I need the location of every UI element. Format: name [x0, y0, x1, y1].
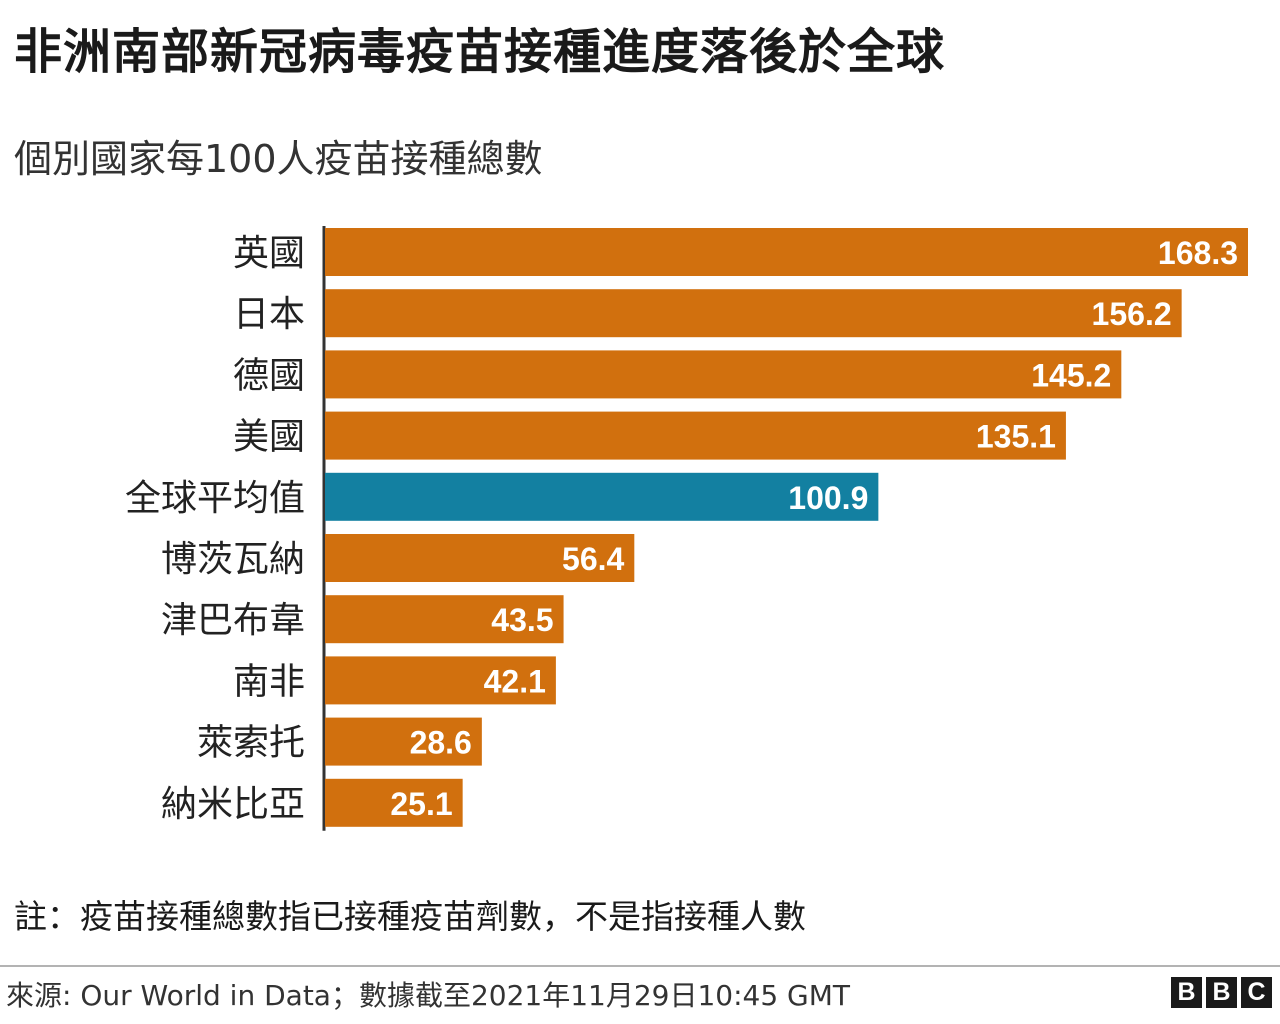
bar — [325, 228, 1248, 276]
category-label: 英國 — [233, 233, 305, 274]
bar — [325, 289, 1182, 338]
chart-note: 註：疫苗接種總數指已接種疫苗劑數，不是指接種人數 — [14, 897, 806, 936]
value-label: 42.1 — [484, 663, 546, 699]
source-text: 來源: Our World in Data；數據截至2021年11月29日10:… — [6, 979, 851, 1012]
category-label: 美國 — [233, 417, 305, 458]
bar — [325, 411, 1066, 460]
bbc-logo-block: C — [1241, 977, 1272, 1008]
bar — [325, 778, 463, 827]
bar — [325, 534, 635, 582]
bbc-logo-block: B — [1171, 977, 1202, 1008]
bar — [325, 350, 1122, 399]
category-label: 納米比亞 — [161, 784, 305, 825]
bbc-logo-block: B — [1206, 977, 1237, 1008]
value-label: 100.9 — [788, 480, 868, 516]
category-label: 津巴布韋 — [161, 600, 305, 641]
value-label: 168.3 — [1158, 235, 1238, 271]
category-label: 日本 — [233, 294, 305, 335]
category-label: 南非 — [233, 661, 305, 702]
bbc-logo: B B C — [1171, 977, 1272, 1008]
bar — [325, 656, 556, 705]
value-label: 28.6 — [410, 725, 472, 761]
value-label: 43.5 — [491, 602, 553, 638]
category-label: 萊索托 — [197, 723, 305, 764]
value-label: 145.2 — [1031, 357, 1111, 393]
category-label: 德國 — [233, 355, 305, 396]
bar — [325, 595, 564, 644]
value-label: 135.1 — [976, 419, 1056, 455]
category-label: 全球平均值 — [125, 478, 305, 519]
bar-chart: 英國 168.3 日本 156.2 德國 145.2 美國 135.1 全球平均值 100.9 博茨… — [125, 226, 1248, 831]
bar — [325, 717, 482, 766]
footer-divider — [0, 965, 1280, 967]
value-label: 25.1 — [390, 786, 452, 822]
bar — [325, 472, 879, 521]
value-label: 56.4 — [562, 541, 624, 577]
chart-subtitle: 個別國家每100人疫苗接種總數 — [14, 137, 543, 181]
category-label: 博茨瓦納 — [161, 539, 305, 580]
value-label: 156.2 — [1092, 296, 1172, 332]
chart-title: 非洲南部新冠病毒疫苗接種進度落後於全球 — [14, 24, 946, 80]
